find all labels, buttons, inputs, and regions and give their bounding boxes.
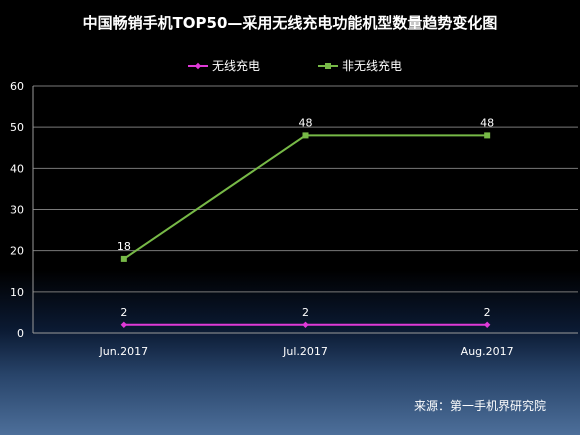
- y-tick-label: 60: [10, 80, 24, 93]
- x-tick-label: Jul.2017: [282, 345, 328, 358]
- y-tick-label: 20: [10, 245, 24, 258]
- series-layer: 2 2 2 18 48 48: [117, 116, 494, 328]
- y-tick-label: 30: [10, 204, 24, 217]
- y-tick-label: 0: [17, 327, 24, 340]
- x-tick-label: Jun.2017: [98, 345, 148, 358]
- y-tick-label: 50: [10, 121, 24, 134]
- series-line: [123, 134, 488, 260]
- legend-item-0: 无线充电: [188, 58, 260, 73]
- grid: [33, 85, 578, 293]
- data-point: [302, 132, 309, 139]
- data-label: 48: [480, 116, 494, 129]
- data-point: [483, 321, 491, 328]
- data-label: 18: [117, 240, 131, 253]
- series-0: 2 2 2: [120, 306, 491, 328]
- legend-marker: [325, 63, 331, 69]
- legend-marker: [194, 62, 202, 70]
- chart-title: 中国畅销手机TOP50—采用无线充电功能机型数量趋势变化图: [83, 14, 498, 32]
- legend-label: 无线充电: [212, 58, 260, 73]
- source-note: 来源：第一手机界研究院: [414, 398, 546, 413]
- data-label: 48: [299, 116, 313, 129]
- data-point: [484, 132, 491, 139]
- legend-label: 非无线充电: [342, 58, 402, 73]
- data-point: [120, 255, 127, 262]
- data-label: 2: [302, 306, 309, 319]
- data-point: [120, 321, 128, 328]
- axes: 0 10 20 30 40 50 60 Jun.2017 Jul.2017 Aug.2017: [10, 80, 578, 358]
- data-label: 2: [120, 306, 127, 319]
- y-tick-label: 10: [10, 286, 24, 299]
- legend-item-1: 非无线充电: [318, 58, 402, 73]
- y-tick-label: 40: [10, 162, 24, 175]
- data-label: 2: [484, 306, 491, 319]
- series-1: 18 48 48: [117, 116, 494, 262]
- legend: 无线充电 非无线充电: [188, 58, 402, 73]
- x-tick-label: Aug.2017: [461, 345, 514, 358]
- data-point: [302, 321, 309, 328]
